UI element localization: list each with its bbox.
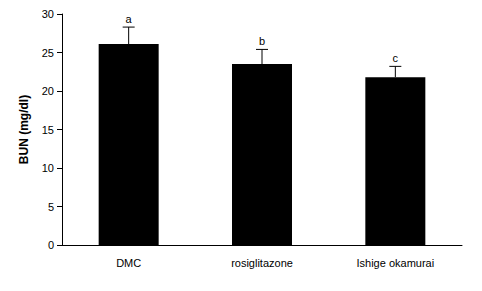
- svg-text:rosiglitazone: rosiglitazone: [231, 257, 293, 269]
- svg-text:0: 0: [48, 239, 54, 251]
- svg-text:a: a: [126, 13, 133, 25]
- svg-text:BUN (mg/dl): BUN (mg/dl): [17, 95, 31, 164]
- svg-text:25: 25: [42, 47, 54, 59]
- svg-text:15: 15: [42, 124, 54, 136]
- svg-text:c: c: [393, 52, 399, 64]
- svg-text:30: 30: [42, 8, 54, 20]
- svg-text:Ishige okamurai: Ishige okamurai: [357, 257, 435, 269]
- svg-text:10: 10: [42, 162, 54, 174]
- svg-text:5: 5: [48, 201, 54, 213]
- svg-text:20: 20: [42, 85, 54, 97]
- svg-text:b: b: [259, 35, 265, 47]
- svg-text:DMC: DMC: [116, 257, 141, 269]
